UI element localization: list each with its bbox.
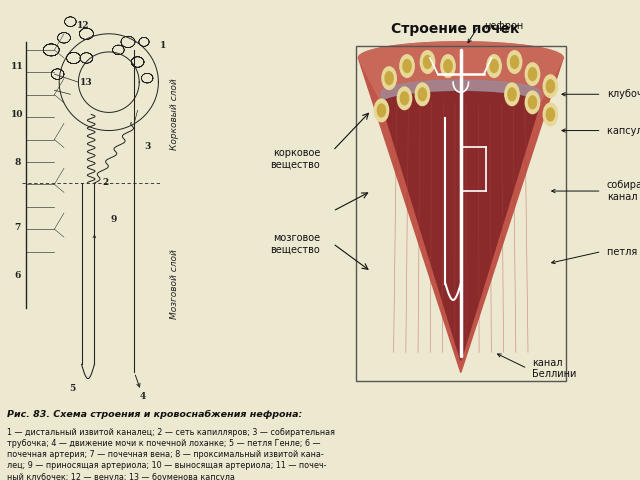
Polygon shape <box>381 80 540 102</box>
Text: капсула Боумена: капсула Боумена <box>607 126 640 135</box>
Circle shape <box>487 55 501 77</box>
Text: 10: 10 <box>12 110 24 119</box>
Bar <box>356 46 566 381</box>
Text: 12: 12 <box>77 21 90 30</box>
Text: Мозговой слой: Мозговой слой <box>170 249 179 319</box>
Polygon shape <box>358 42 563 372</box>
Circle shape <box>374 99 388 122</box>
Circle shape <box>547 80 554 93</box>
Circle shape <box>529 96 536 109</box>
Circle shape <box>525 63 540 85</box>
Circle shape <box>382 67 396 89</box>
Circle shape <box>508 51 522 73</box>
Text: мозговое
вещество: мозговое вещество <box>270 233 320 254</box>
Circle shape <box>419 88 426 101</box>
Circle shape <box>397 87 412 109</box>
Text: 4: 4 <box>140 392 145 401</box>
Text: нефрон: нефрон <box>484 21 523 31</box>
Text: 1: 1 <box>160 41 166 50</box>
Text: клубочек: клубочек <box>607 89 640 99</box>
Text: 6: 6 <box>15 271 20 280</box>
Circle shape <box>543 103 557 126</box>
Text: канал
Беллини: канал Беллини <box>532 358 577 379</box>
Text: 5: 5 <box>69 384 75 393</box>
Text: 3: 3 <box>144 142 150 151</box>
Text: 8: 8 <box>15 158 20 168</box>
Circle shape <box>508 88 516 101</box>
Polygon shape <box>381 90 540 360</box>
Circle shape <box>529 68 536 81</box>
Text: Корковый слой: Корковый слой <box>170 79 179 150</box>
Circle shape <box>400 55 414 77</box>
Text: собирательный
канал: собирательный канал <box>607 180 640 202</box>
Circle shape <box>403 60 411 72</box>
Text: петля Генле: петля Генле <box>607 247 640 256</box>
Circle shape <box>424 56 431 69</box>
Circle shape <box>378 104 385 117</box>
Circle shape <box>420 51 435 73</box>
Circle shape <box>547 108 554 121</box>
Text: корковое
вещество: корковое вещество <box>270 148 320 169</box>
Circle shape <box>505 83 519 106</box>
Text: 7: 7 <box>15 223 20 232</box>
Circle shape <box>490 60 498 72</box>
Circle shape <box>444 60 452 72</box>
Text: 13: 13 <box>80 78 93 87</box>
Circle shape <box>525 91 540 114</box>
Text: Строение почек: Строение почек <box>392 22 520 36</box>
Text: 11: 11 <box>12 61 24 71</box>
Circle shape <box>415 83 429 106</box>
Circle shape <box>511 56 518 69</box>
Text: 1 — дистальный извитой каналец; 2 — сеть капилляров; 3 — собирательная
трубочка;: 1 — дистальный извитой каналец; 2 — сеть… <box>7 428 335 480</box>
Text: Рис. 83. Схема строения и кровоснабжения нефрона:: Рис. 83. Схема строения и кровоснабжения… <box>7 409 303 419</box>
Circle shape <box>441 55 455 77</box>
Circle shape <box>385 72 393 84</box>
Circle shape <box>401 92 408 105</box>
Polygon shape <box>358 42 563 102</box>
Text: 9: 9 <box>111 215 116 224</box>
Circle shape <box>543 75 557 97</box>
Text: 2: 2 <box>102 179 109 188</box>
